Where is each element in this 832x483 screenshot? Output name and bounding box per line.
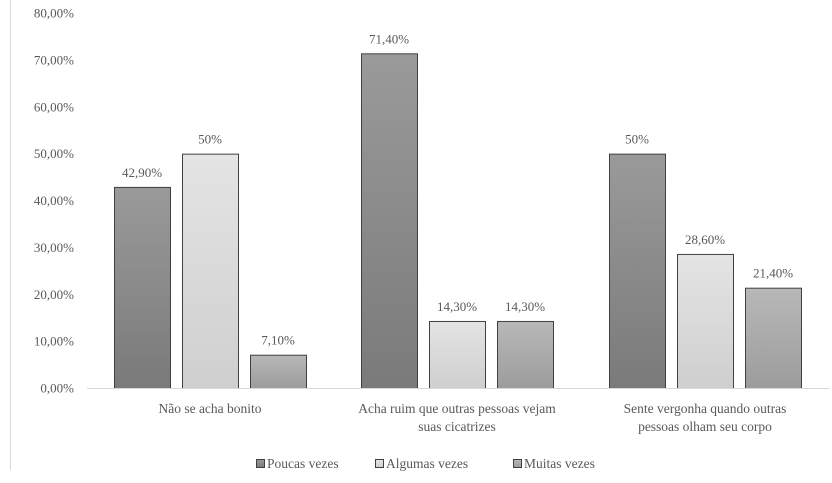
bar bbox=[745, 287, 802, 389]
y-axis: 0,00% 10,00% 20,00% 30,00% 40,00% 50,00% 60,00… bbox=[10, 0, 74, 470]
bar bbox=[429, 320, 486, 389]
y-tick-label: 20,00% bbox=[34, 287, 74, 302]
bar bbox=[182, 153, 239, 389]
bar bbox=[497, 320, 554, 389]
legend-swatch bbox=[513, 459, 522, 468]
y-tick-label: 30,00% bbox=[34, 240, 74, 255]
x-axis: Não se acha bonito Acha ruim que outras p… bbox=[87, 388, 830, 434]
data-label: 42,90% bbox=[122, 165, 162, 180]
data-label: 71,40% bbox=[369, 31, 409, 46]
category-label: pessoas olham seu corpo bbox=[638, 419, 772, 434]
data-label: 7,10% bbox=[261, 333, 295, 348]
bars bbox=[114, 53, 802, 389]
y-tick-label: 0,00% bbox=[40, 381, 74, 396]
y-tick-label: 60,00% bbox=[34, 99, 74, 114]
category-label: Sente vergonha quando outras bbox=[624, 401, 787, 416]
bar bbox=[361, 53, 418, 389]
legend-label: Muitas vezes bbox=[524, 456, 595, 471]
legend-swatch bbox=[375, 459, 384, 468]
y-tick-label: 50,00% bbox=[34, 146, 74, 161]
legend: Poucas vezes Algumas vezes Muitas vezes bbox=[256, 456, 595, 471]
y-tick-label: 40,00% bbox=[34, 193, 74, 208]
category-label: suas cicatrizes bbox=[418, 419, 496, 434]
legend-swatch bbox=[256, 459, 265, 468]
bar bbox=[250, 354, 307, 389]
data-label: 50% bbox=[625, 132, 649, 147]
data-label: 28,60% bbox=[685, 232, 725, 247]
category-label: Acha ruim que outras pessoas vejam bbox=[358, 401, 556, 416]
bar bbox=[114, 186, 171, 389]
y-tick-label: 10,00% bbox=[34, 334, 74, 349]
category-label: Não se acha bonito bbox=[158, 401, 261, 416]
bar bbox=[677, 253, 734, 389]
legend-label: Algumas vezes bbox=[386, 456, 468, 471]
legend-label: Poucas vezes bbox=[267, 456, 339, 471]
data-label: 14,30% bbox=[437, 299, 477, 314]
data-labels: 42,90% 71,40% 50% 50% 14,30% 28,60% 7,10% 14,30… bbox=[122, 31, 793, 347]
y-tick-label: 80,00% bbox=[34, 6, 74, 21]
data-label: 14,30% bbox=[505, 299, 545, 314]
data-label: 50% bbox=[198, 132, 222, 147]
data-label: 21,40% bbox=[753, 266, 793, 281]
bar bbox=[609, 153, 666, 389]
y-tick-label: 70,00% bbox=[34, 52, 74, 67]
